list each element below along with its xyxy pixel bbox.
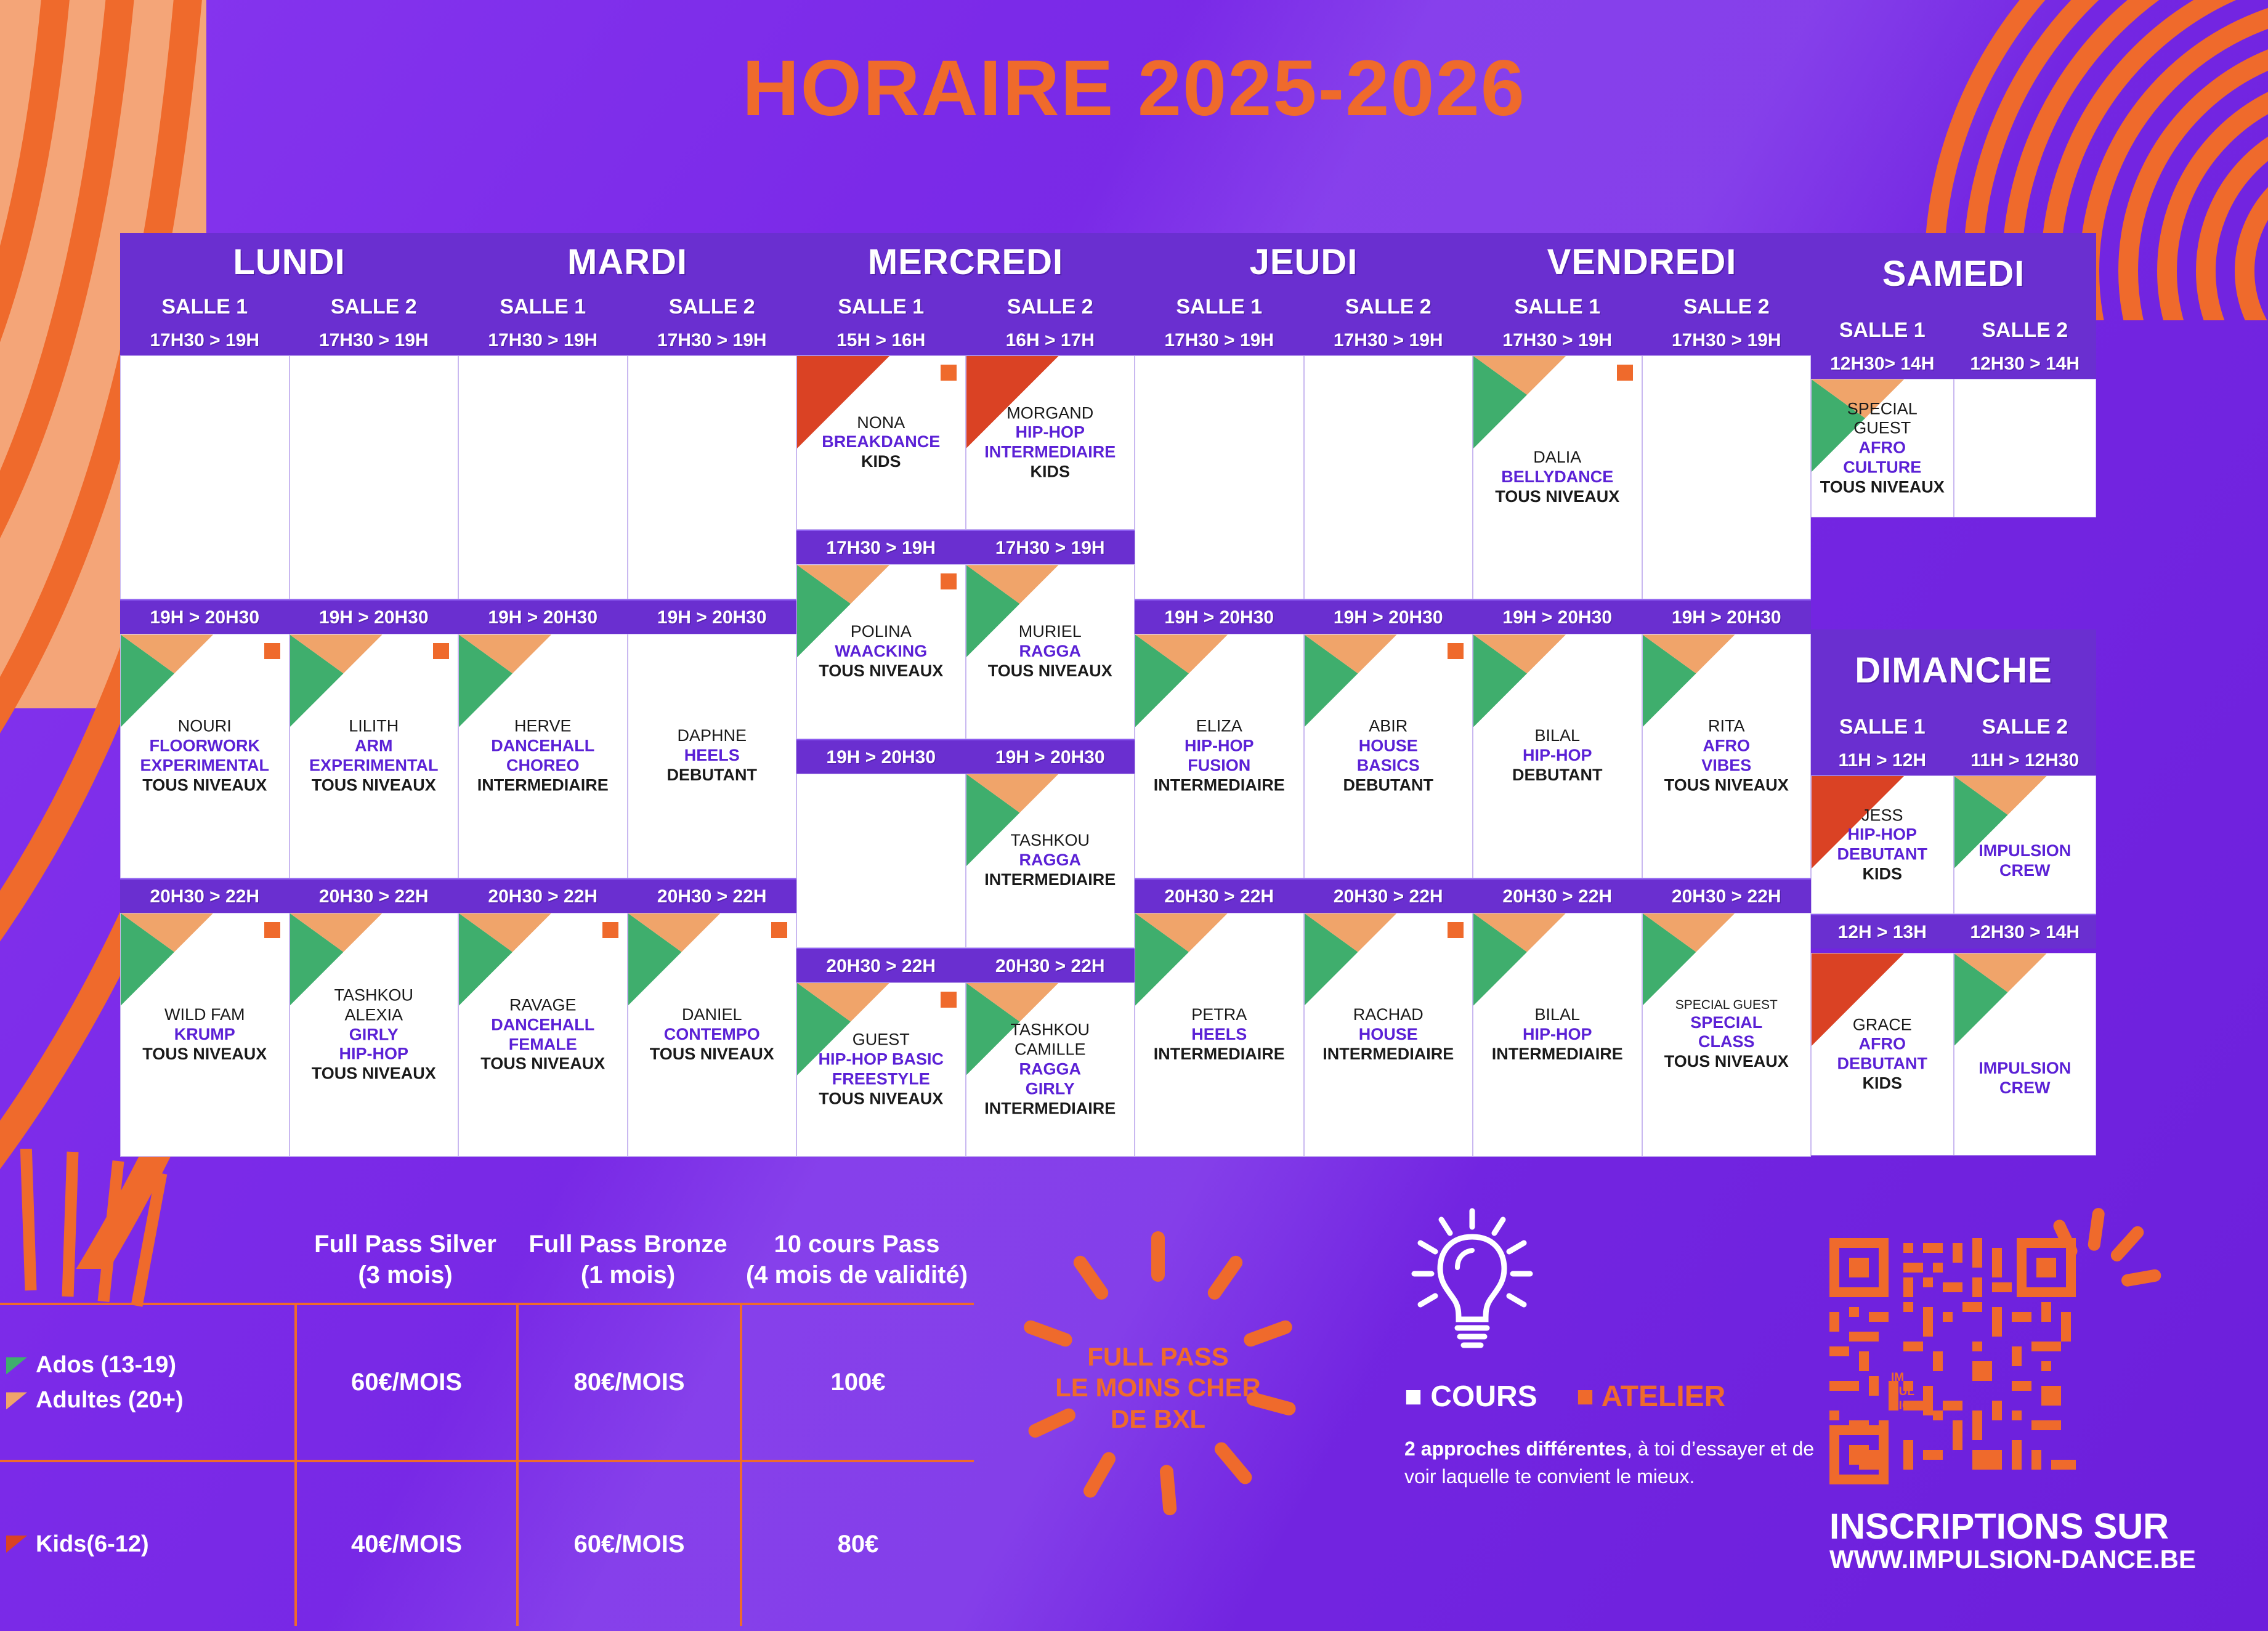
svg-text:SION: SION <box>1891 1399 1919 1412</box>
svg-text:IM: IM <box>1891 1371 1904 1384</box>
svg-text:PUL: PUL <box>1891 1385 1914 1398</box>
